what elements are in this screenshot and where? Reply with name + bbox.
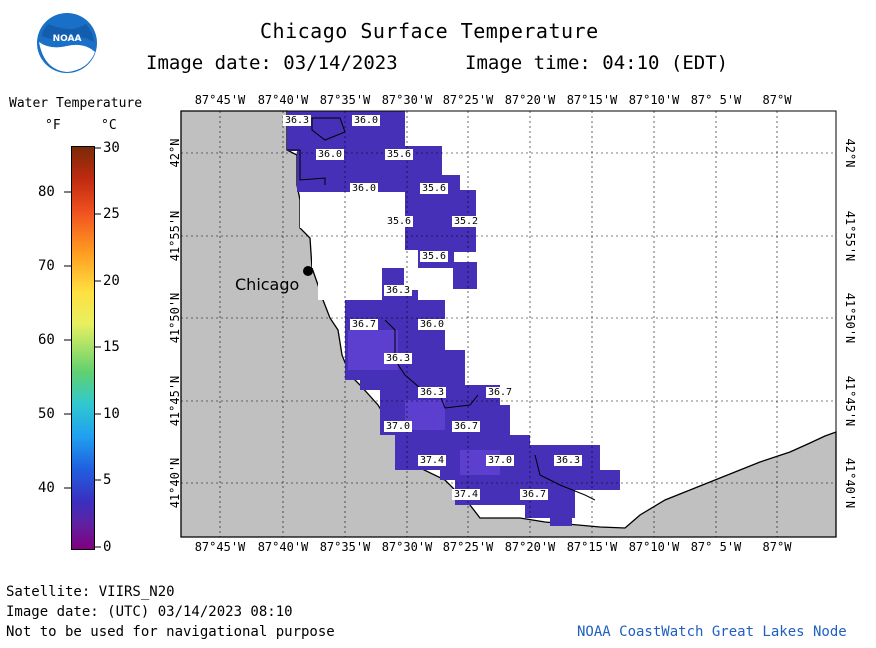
noaa-logo: NOAA (36, 12, 98, 74)
temp-label: 36.3 (384, 353, 413, 364)
temp-label: 37.4 (452, 489, 481, 500)
lon-label-bottom: 87°30'W (381, 540, 433, 554)
lon-label-top: 87°30'W (381, 93, 433, 107)
c-tick-label: 10 (103, 406, 120, 422)
c-tick-label: 5 (103, 472, 112, 488)
disclaimer: Not to be used for navigational purpose (6, 624, 335, 640)
f-tick-label: 70 (38, 258, 55, 274)
credit: NOAA CoastWatch Great Lakes Node (577, 624, 847, 640)
lon-label-top: 87° 5'W (690, 93, 742, 107)
lon-label-top: 87°45'W (194, 93, 246, 107)
lon-label-bottom: 87°25'W (442, 540, 494, 554)
lon-label-top: 87°35'W (319, 93, 371, 107)
lon-label-top: 87°W (762, 93, 792, 107)
lon-label-bottom: 87°10'W (628, 540, 680, 554)
c-tick-label: 30 (103, 140, 120, 156)
lon-label-top: 87°25'W (442, 93, 494, 107)
lat-label-right: 41°45'N (843, 375, 857, 427)
city-label: Chicago (235, 275, 300, 294)
lat-label-left: 41°50'N (168, 292, 182, 344)
lat-label-right: 41°50'N (843, 292, 857, 344)
color-scale-bar (71, 146, 95, 550)
lon-label-bottom: 87°15'W (566, 540, 618, 554)
land-west (180, 110, 837, 538)
lon-label-top: 87°40'W (257, 93, 309, 107)
lon-label-bottom: 87°W (762, 540, 792, 554)
temp-label: 35.6 (420, 251, 449, 262)
temp-label: 35.6 (385, 149, 414, 160)
lon-label-top: 87°20'W (504, 93, 556, 107)
image-date: Image date: 03/14/2023 (146, 52, 398, 74)
temp-label: 36.7 (350, 319, 379, 330)
lat-label-left: 42°N (168, 138, 182, 168)
temp-label: 35.6 (385, 216, 414, 227)
temp-label: 35.6 (420, 183, 449, 194)
legend-title: Water Temperature (9, 96, 143, 111)
legend-tick-marks (64, 147, 101, 548)
f-tick-label: 60 (38, 332, 55, 348)
c-tick-label: 15 (103, 339, 120, 355)
temp-label: 37.0 (486, 455, 515, 466)
f-tick-label: 50 (38, 406, 55, 422)
lon-label-bottom: 87° 5'W (690, 540, 742, 554)
f-tick-label: 40 (38, 480, 55, 496)
temp-label: 37.4 (418, 455, 447, 466)
lat-label-right: 41°55'N (843, 210, 857, 262)
lat-label-left: 41°40'N (168, 457, 182, 509)
chicago-marker (303, 266, 313, 276)
temp-label: 36.0 (316, 149, 345, 160)
image-time: Image time: 04:10 (EDT) (465, 52, 729, 74)
temp-label: 36.3 (283, 115, 312, 126)
lon-label-bottom: 87°40'W (257, 540, 309, 554)
temp-label: 36.0 (352, 115, 381, 126)
temp-label: 36.7 (520, 489, 549, 500)
lat-label-right: 42°N (843, 138, 857, 168)
legend-unit-c: °C (101, 118, 117, 133)
temp-label: 36.7 (486, 387, 515, 398)
graticule (181, 111, 836, 537)
lat-label-left: 41°45'N (168, 375, 182, 427)
legend-unit-f: °F (45, 118, 61, 133)
utc-date: Image date: (UTC) 03/14/2023 08:10 (6, 604, 293, 620)
page-title: Chicago Surface Temperature (260, 19, 599, 43)
lat-label-right: 41°40'N (843, 457, 857, 509)
lon-label-bottom: 87°20'W (504, 540, 556, 554)
lat-label-left: 41°55'N (168, 210, 182, 262)
satellite-info: Satellite: VIIRS_N20 (6, 584, 175, 600)
temp-label: 36.3 (554, 455, 583, 466)
temp-label: 37.0 (384, 421, 413, 432)
c-tick-label: 20 (103, 273, 120, 289)
c-tick-label: 0 (103, 539, 112, 555)
temp-label: 36.7 (452, 421, 481, 432)
lon-label-top: 87°15'W (566, 93, 618, 107)
temp-label: 36.3 (418, 387, 447, 398)
lon-label-bottom: 87°35'W (319, 540, 371, 554)
temp-label: 36.3 (384, 285, 413, 296)
temp-label: 36.0 (418, 319, 447, 330)
lon-label-top: 87°10'W (628, 93, 680, 107)
c-tick-label: 25 (103, 206, 120, 222)
logo-text: NOAA (53, 34, 82, 44)
lon-label-bottom: 87°45'W (194, 540, 246, 554)
temp-label: 36.0 (350, 183, 379, 194)
f-tick-label: 80 (38, 184, 55, 200)
temp-label: 35.2 (452, 216, 481, 227)
